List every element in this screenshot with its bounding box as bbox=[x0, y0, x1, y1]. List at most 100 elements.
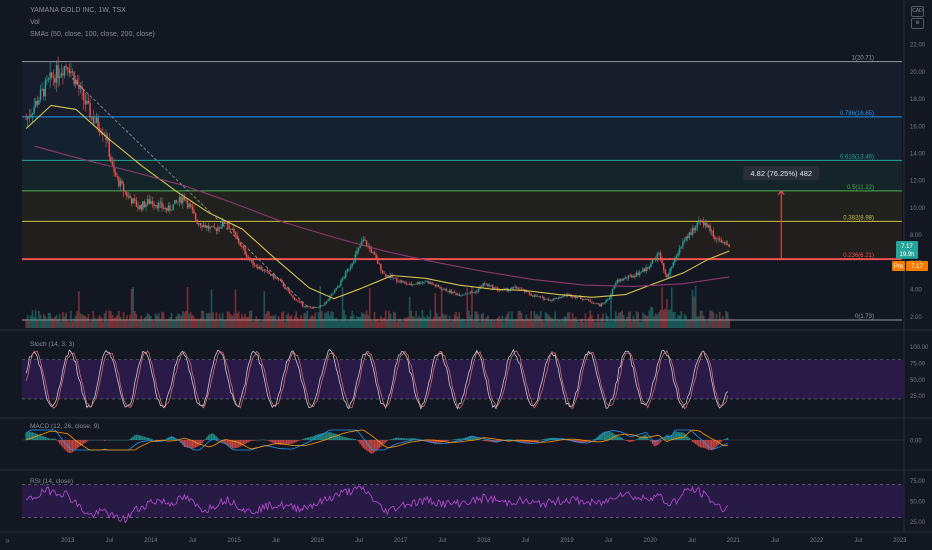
collapse-icon[interactable]: » bbox=[5, 536, 10, 545]
volume-bar bbox=[402, 321, 405, 328]
volume-bar bbox=[396, 321, 398, 328]
candle-body bbox=[429, 282, 432, 284]
macd-hist-bar bbox=[589, 440, 591, 441]
candle-body bbox=[522, 289, 524, 290]
volume-bar bbox=[153, 321, 155, 328]
volume-bar bbox=[320, 311, 323, 328]
candle-body bbox=[287, 288, 289, 291]
volume-bar bbox=[46, 318, 48, 328]
macd-hist-bar bbox=[639, 437, 641, 440]
volume-bar bbox=[514, 318, 516, 328]
candle-body bbox=[161, 202, 163, 208]
candle-body bbox=[126, 192, 128, 197]
candle-body bbox=[603, 302, 606, 304]
volume-bar bbox=[436, 312, 438, 328]
volume-bar bbox=[551, 318, 553, 328]
macd-hist-bar bbox=[437, 440, 440, 444]
macd-hist-bar bbox=[520, 440, 523, 443]
macd-hist-bar bbox=[704, 440, 706, 449]
volume-bar bbox=[702, 315, 705, 328]
macd-hist-bar bbox=[578, 440, 580, 443]
candle-body bbox=[493, 287, 496, 289]
volume-bar bbox=[560, 321, 563, 328]
volume-bar bbox=[607, 316, 609, 328]
macd-hist-bar bbox=[367, 440, 369, 452]
macd-hist-bar bbox=[461, 438, 464, 440]
candle-body bbox=[546, 298, 548, 300]
candle-body bbox=[316, 307, 318, 308]
candle-body bbox=[249, 258, 251, 261]
macd-hist-bar bbox=[472, 436, 475, 440]
volume-bar bbox=[268, 311, 270, 328]
candle-body bbox=[180, 196, 182, 204]
macd-hist-bar bbox=[25, 432, 27, 440]
candle-body bbox=[305, 306, 307, 308]
volume-bar bbox=[260, 321, 262, 328]
candle-body bbox=[648, 266, 651, 269]
candle-body bbox=[715, 238, 718, 240]
candle-body bbox=[335, 287, 337, 291]
volume-bar bbox=[626, 316, 628, 328]
macd-hist-bar bbox=[718, 440, 721, 444]
volume-bar bbox=[60, 321, 63, 328]
volume-bar bbox=[504, 316, 507, 328]
candle-body bbox=[266, 269, 269, 272]
currency-badge[interactable]: CAD bbox=[911, 6, 924, 17]
volume-legend[interactable]: Vol bbox=[30, 19, 40, 26]
rsi-panel: RSI (14, close) bbox=[22, 478, 904, 524]
volume-bar bbox=[447, 319, 449, 328]
macd-hist-bar bbox=[485, 440, 488, 442]
time-tick-label: Jul bbox=[189, 538, 197, 544]
volume-bar bbox=[102, 321, 104, 328]
volume-bar bbox=[79, 313, 82, 328]
candle-body bbox=[100, 132, 102, 134]
volume-bar bbox=[86, 317, 88, 328]
settings-icon[interactable]: ⚙ bbox=[911, 18, 924, 29]
rsi-line bbox=[25, 485, 729, 524]
volume-bar bbox=[354, 320, 357, 328]
candle-body bbox=[277, 278, 280, 280]
time-tick-label: 2017 bbox=[394, 538, 408, 544]
volume-bar bbox=[183, 312, 186, 328]
macd-hist-bar bbox=[348, 437, 350, 440]
candle-body bbox=[285, 288, 288, 290]
candle-body bbox=[421, 281, 424, 284]
volume-bar bbox=[39, 314, 42, 328]
rsi-title: RSI (14, close) bbox=[30, 478, 73, 485]
candle-body bbox=[643, 268, 646, 272]
candle-body bbox=[436, 285, 438, 287]
candle-body bbox=[76, 79, 78, 85]
macd-hist-bar bbox=[103, 440, 106, 441]
candle-body bbox=[690, 232, 692, 235]
macd-hist-bar bbox=[535, 440, 537, 442]
volume-bar bbox=[683, 313, 686, 328]
candle-body bbox=[691, 227, 694, 235]
volume-bar bbox=[50, 317, 53, 328]
volume-bar bbox=[78, 291, 80, 328]
candle-body bbox=[166, 208, 168, 211]
macd-hist-bar bbox=[43, 436, 45, 440]
price-tick-label: 4.00 bbox=[910, 288, 922, 294]
macd-hist-bar bbox=[204, 439, 206, 440]
candle-body bbox=[71, 71, 74, 72]
candle-body bbox=[520, 289, 523, 290]
volume-bar bbox=[352, 315, 355, 328]
sma-legend[interactable]: SMAs (50, close, 100, close, 200, close) bbox=[30, 31, 155, 38]
volume-bar bbox=[132, 286, 135, 328]
volume-bar bbox=[118, 310, 120, 328]
volume-bar bbox=[114, 317, 117, 328]
macd-hist-bar bbox=[476, 437, 478, 440]
macd-hist-bar bbox=[538, 440, 540, 441]
volume-bar bbox=[605, 313, 608, 328]
candle-body bbox=[359, 245, 361, 248]
macd-hist-bar bbox=[349, 438, 352, 440]
candle-body bbox=[444, 288, 446, 290]
volume-bar bbox=[717, 319, 719, 328]
volume-bar bbox=[429, 310, 432, 328]
candle-body bbox=[284, 286, 286, 289]
candle-body bbox=[424, 281, 427, 283]
volume-bar bbox=[311, 315, 313, 328]
volume-bar bbox=[573, 318, 576, 328]
macd-hist-bar bbox=[150, 438, 152, 440]
